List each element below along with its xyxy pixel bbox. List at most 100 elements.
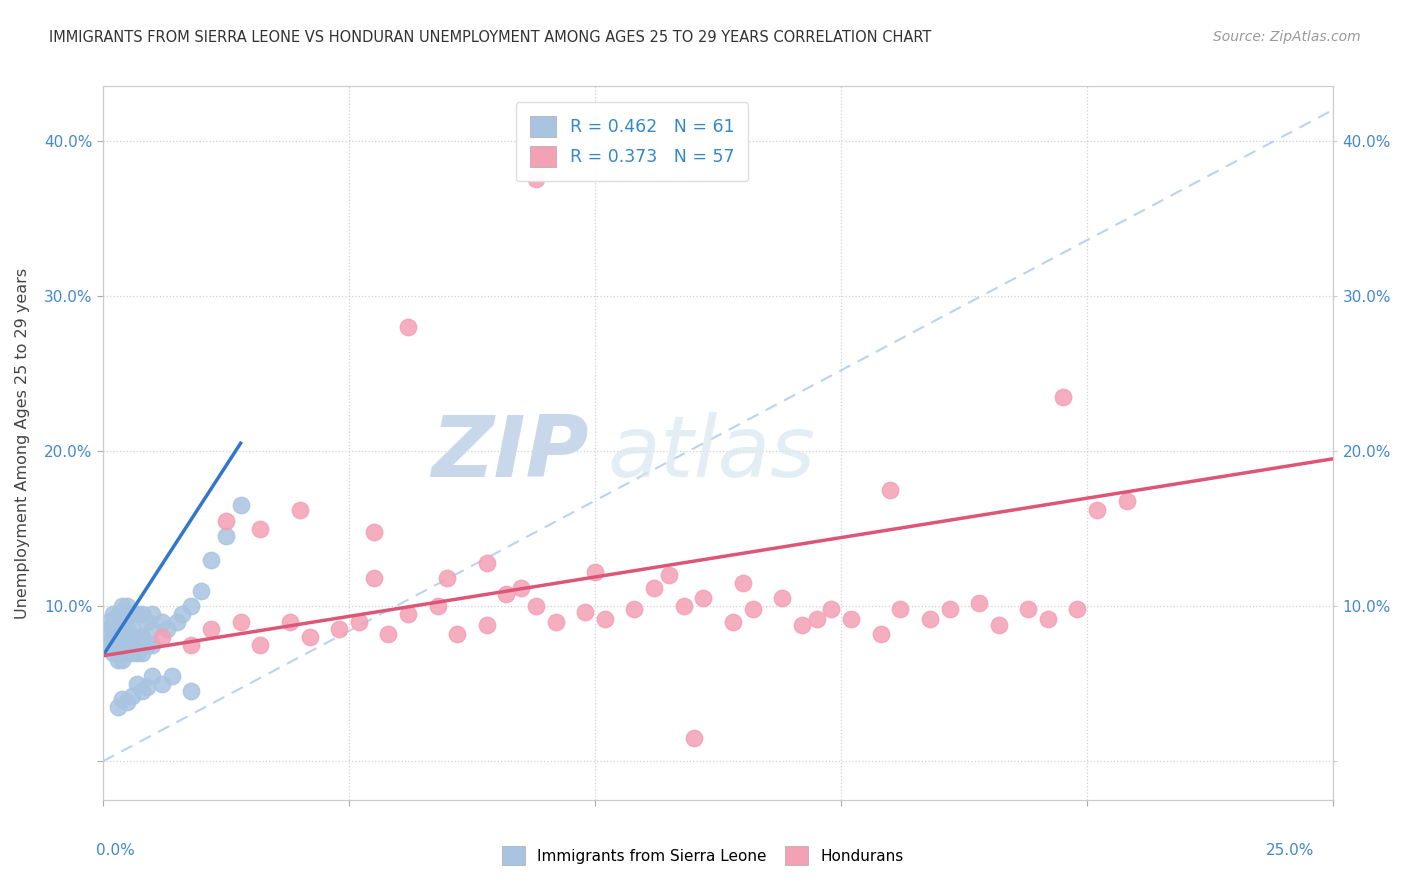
Text: IMMIGRANTS FROM SIERRA LEONE VS HONDURAN UNEMPLOYMENT AMONG AGES 25 TO 29 YEARS : IMMIGRANTS FROM SIERRA LEONE VS HONDURAN…: [49, 30, 932, 45]
Point: [918, 611, 941, 625]
Point: [117, 623, 139, 637]
Point: [249, 522, 271, 536]
Text: Source: ZipAtlas.com: Source: ZipAtlas.com: [1213, 30, 1361, 45]
Text: atlas: atlas: [607, 412, 815, 495]
Point: [1066, 602, 1088, 616]
Point: [121, 689, 143, 703]
Point: [593, 611, 616, 625]
Point: [510, 581, 533, 595]
Point: [436, 571, 458, 585]
Point: [166, 615, 188, 629]
Point: [770, 591, 793, 606]
Point: [136, 680, 159, 694]
Point: [215, 529, 238, 543]
Point: [121, 630, 143, 644]
Point: [820, 602, 842, 616]
Point: [141, 607, 163, 621]
Point: [97, 623, 120, 637]
Point: [101, 607, 124, 621]
Point: [377, 627, 399, 641]
Point: [475, 556, 498, 570]
Point: [127, 646, 149, 660]
Point: [790, 617, 813, 632]
Point: [160, 669, 183, 683]
Point: [869, 627, 891, 641]
Point: [141, 638, 163, 652]
Point: [150, 615, 173, 629]
Point: [180, 684, 202, 698]
Y-axis label: Unemployment Among Ages 25 to 29 years: Unemployment Among Ages 25 to 29 years: [15, 268, 30, 619]
Point: [121, 646, 143, 660]
Point: [298, 630, 321, 644]
Point: [107, 638, 129, 652]
Point: [215, 514, 238, 528]
Point: [583, 565, 606, 579]
Point: [117, 599, 139, 614]
Point: [574, 605, 596, 619]
Point: [682, 731, 704, 745]
Point: [111, 630, 134, 644]
Point: [97, 630, 120, 644]
Point: [131, 646, 153, 660]
Point: [328, 623, 350, 637]
Text: 25.0%: 25.0%: [1267, 843, 1315, 858]
Point: [839, 611, 862, 625]
Point: [127, 676, 149, 690]
Point: [396, 607, 419, 621]
Point: [117, 638, 139, 652]
Point: [879, 483, 901, 497]
Point: [1085, 503, 1108, 517]
Point: [446, 627, 468, 641]
Point: [101, 630, 124, 644]
Point: [121, 607, 143, 621]
Point: [101, 646, 124, 660]
Point: [150, 676, 173, 690]
Point: [658, 568, 681, 582]
Point: [127, 630, 149, 644]
Point: [136, 615, 159, 629]
Point: [643, 581, 665, 595]
Point: [97, 615, 120, 629]
Point: [1052, 390, 1074, 404]
Point: [806, 611, 828, 625]
Point: [347, 615, 370, 629]
Point: [426, 599, 449, 614]
Point: [938, 602, 960, 616]
Point: [111, 599, 134, 614]
Point: [1036, 611, 1059, 625]
Point: [623, 602, 645, 616]
Point: [741, 602, 763, 616]
Point: [101, 623, 124, 637]
Point: [111, 653, 134, 667]
Point: [288, 503, 311, 517]
Point: [524, 172, 547, 186]
Point: [229, 498, 252, 512]
Point: [190, 583, 212, 598]
Point: [141, 669, 163, 683]
Point: [131, 630, 153, 644]
Legend: Immigrants from Sierra Leone, Hondurans: Immigrants from Sierra Leone, Hondurans: [496, 840, 910, 871]
Point: [672, 599, 695, 614]
Point: [524, 599, 547, 614]
Point: [692, 591, 714, 606]
Point: [107, 646, 129, 660]
Point: [544, 615, 567, 629]
Point: [107, 653, 129, 667]
Point: [107, 607, 129, 621]
Point: [889, 602, 911, 616]
Point: [117, 607, 139, 621]
Point: [180, 599, 202, 614]
Point: [117, 695, 139, 709]
Point: [107, 700, 129, 714]
Point: [731, 575, 754, 590]
Point: [101, 638, 124, 652]
Point: [495, 587, 517, 601]
Legend: R = 0.462   N = 61, R = 0.373   N = 57: R = 0.462 N = 61, R = 0.373 N = 57: [516, 103, 748, 181]
Point: [111, 607, 134, 621]
Point: [111, 638, 134, 652]
Point: [97, 638, 120, 652]
Point: [1017, 602, 1039, 616]
Point: [967, 596, 990, 610]
Point: [107, 623, 129, 637]
Point: [229, 615, 252, 629]
